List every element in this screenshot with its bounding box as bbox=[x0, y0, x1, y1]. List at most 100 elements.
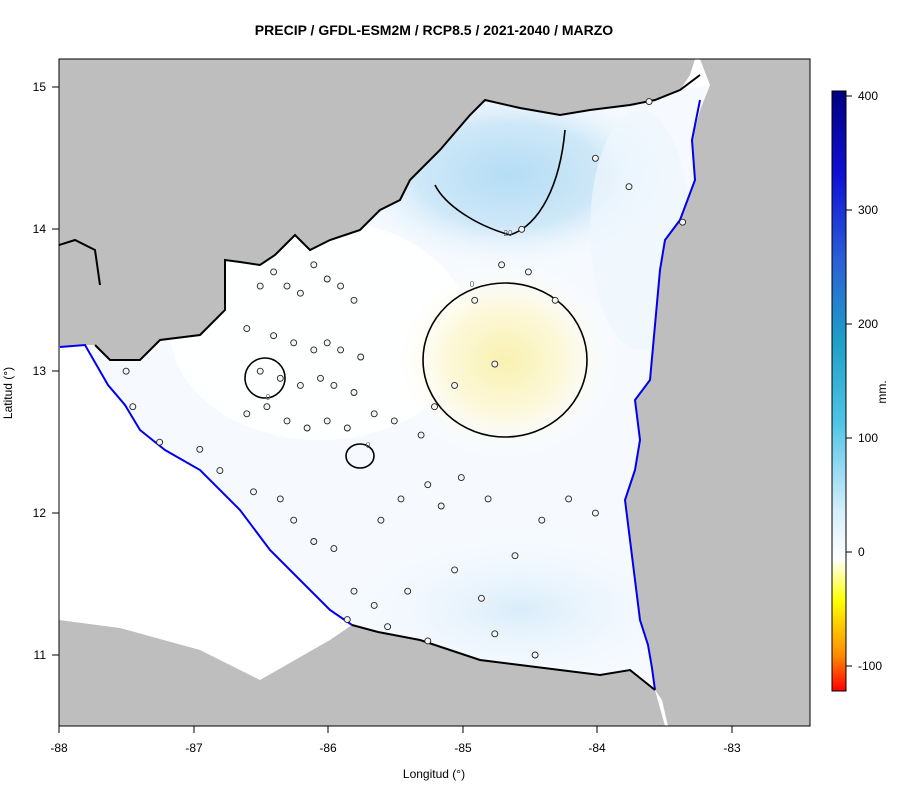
station-marker bbox=[457, 474, 465, 482]
station-marker bbox=[129, 403, 137, 411]
station-marker bbox=[357, 353, 365, 361]
coastline bbox=[59, 343, 353, 626]
map-title: PRECIP / GFDL-ESM2M / RCP8.5 / 2021-2040… bbox=[255, 22, 614, 38]
station-marker bbox=[538, 516, 546, 524]
y-tick-label: 11 bbox=[34, 648, 47, 662]
station-marker bbox=[270, 332, 278, 340]
station-marker bbox=[404, 587, 412, 595]
station-marker bbox=[591, 154, 599, 162]
colorbar-tick-label: 200 bbox=[858, 317, 878, 331]
station-marker bbox=[323, 339, 331, 347]
contour-center bbox=[422, 282, 588, 438]
station-marker bbox=[350, 389, 358, 396]
honduras-landmass bbox=[59, 59, 695, 360]
station-marker bbox=[323, 417, 331, 425]
el-salvador-border bbox=[59, 238, 101, 286]
station-marker bbox=[417, 431, 425, 439]
station-marker bbox=[310, 538, 318, 545]
honduras-border bbox=[94, 74, 701, 361]
contour-label-center: 0 bbox=[470, 280, 475, 289]
costa-rica-landmass bbox=[59, 620, 665, 726]
y-axis-label: Latitud (°) bbox=[1, 367, 15, 419]
station-marker bbox=[317, 374, 324, 382]
colorbar: 400 300 200 100 0 -100 mm. bbox=[831, 89, 889, 692]
station-marker bbox=[243, 410, 251, 418]
y-tick-label: 13 bbox=[33, 364, 47, 378]
station-marker bbox=[679, 218, 687, 226]
station-marker bbox=[551, 296, 559, 304]
station-marker bbox=[645, 98, 653, 106]
station-marker bbox=[283, 417, 291, 425]
station-layer bbox=[122, 98, 687, 659]
station-marker bbox=[310, 346, 318, 354]
station-marker bbox=[591, 509, 599, 517]
station-marker bbox=[377, 516, 385, 524]
x-tick-label: -84 bbox=[588, 741, 606, 755]
station-marker bbox=[343, 616, 351, 624]
station-marker bbox=[491, 360, 499, 368]
station-marker bbox=[296, 381, 304, 389]
station-marker bbox=[437, 502, 445, 510]
contour-small-west bbox=[244, 357, 286, 399]
x-tick-label: -87 bbox=[185, 741, 203, 755]
station-marker bbox=[256, 367, 264, 375]
station-marker bbox=[350, 587, 358, 595]
x-tick-label: -85 bbox=[454, 741, 472, 755]
station-marker bbox=[477, 594, 485, 602]
colorbar-tick-label: 0 bbox=[858, 545, 865, 559]
station-marker bbox=[384, 623, 392, 631]
station-marker bbox=[337, 282, 345, 290]
station-marker bbox=[296, 289, 304, 297]
station-marker bbox=[330, 381, 338, 389]
station-marker bbox=[290, 339, 298, 347]
y-axis: 15 14 13 12 11 bbox=[33, 80, 60, 662]
station-marker bbox=[451, 566, 459, 574]
contour-small-south bbox=[345, 443, 375, 469]
station-marker bbox=[424, 481, 432, 489]
station-marker bbox=[343, 424, 351, 432]
station-marker bbox=[303, 424, 311, 432]
x-tick-label: -86 bbox=[319, 741, 337, 755]
station-marker bbox=[511, 552, 519, 560]
y-tick-label: 14 bbox=[33, 222, 47, 236]
colorbar-tick-label: 100 bbox=[858, 431, 878, 445]
x-tick-label: -83 bbox=[723, 741, 741, 755]
station-marker bbox=[122, 367, 130, 375]
station-marker bbox=[196, 445, 204, 453]
station-marker bbox=[498, 261, 506, 269]
station-marker bbox=[471, 296, 479, 304]
station-marker bbox=[283, 282, 291, 290]
colorbar-tick-label: 400 bbox=[858, 89, 878, 103]
field-negative-center bbox=[390, 260, 620, 460]
y-tick-label: 12 bbox=[33, 506, 47, 520]
contour-label-small-south: 0 bbox=[366, 441, 371, 450]
y-tick-label: 15 bbox=[33, 80, 47, 94]
caribbean-coastline bbox=[623, 99, 701, 691]
colorbar-tick-label: 300 bbox=[858, 203, 878, 217]
x-axis-label: Longitud (°) bbox=[403, 767, 465, 781]
station-marker bbox=[524, 268, 532, 276]
station-marker bbox=[531, 651, 539, 659]
colorbar-gradient bbox=[831, 90, 847, 692]
station-marker bbox=[431, 403, 438, 411]
x-tick-label: -88 bbox=[50, 741, 68, 755]
station-marker bbox=[451, 381, 459, 389]
station-marker bbox=[350, 296, 358, 304]
station-marker bbox=[156, 438, 164, 446]
station-marker bbox=[250, 488, 257, 496]
east-landmass bbox=[625, 59, 810, 726]
station-marker bbox=[330, 545, 338, 553]
station-marker bbox=[397, 495, 405, 503]
station-marker bbox=[270, 268, 278, 276]
station-marker bbox=[337, 346, 345, 354]
station-marker bbox=[491, 630, 499, 638]
x-axis: -88 -87 -86 -85 -84 -83 bbox=[50, 725, 741, 755]
colorbar-label: mm. bbox=[875, 380, 889, 403]
contour-north bbox=[434, 129, 566, 236]
station-marker bbox=[370, 410, 378, 418]
costa-rica-border bbox=[351, 624, 656, 691]
station-marker bbox=[424, 637, 432, 645]
station-marker bbox=[256, 282, 264, 290]
station-marker bbox=[290, 516, 298, 524]
